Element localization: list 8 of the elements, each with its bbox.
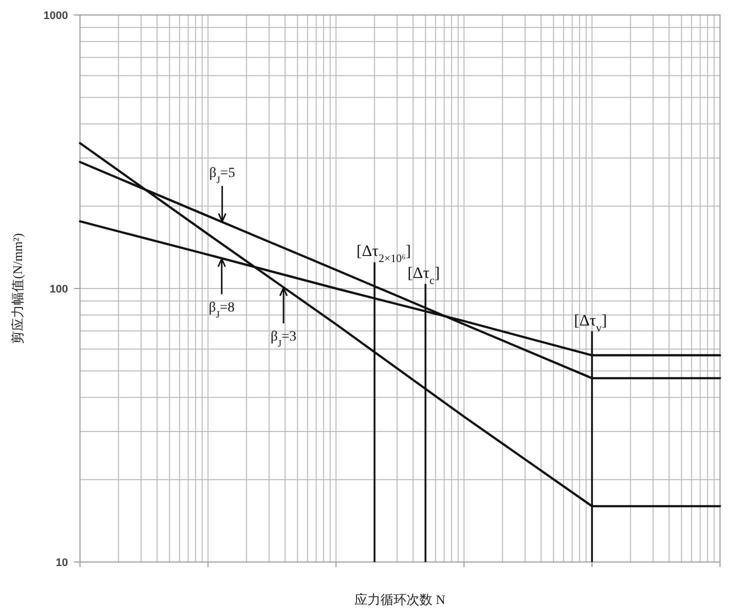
annotation: [Δτ$_{2×10⁶}$] (356, 243, 411, 266)
annotation: β$_{J}$=5 (209, 166, 236, 186)
annotation: β$_{J}$=3 (270, 329, 296, 349)
annotation: β$_{J}$=8 (208, 300, 235, 320)
annotation: [Δτ$_{c}$] (407, 264, 440, 287)
xlabel: 应力循环次数 N (354, 592, 446, 607)
annotation: [Δτ$_{v}$] (574, 312, 607, 334)
ylabel: 剪应力幅值(N/mm²) (10, 233, 25, 344)
